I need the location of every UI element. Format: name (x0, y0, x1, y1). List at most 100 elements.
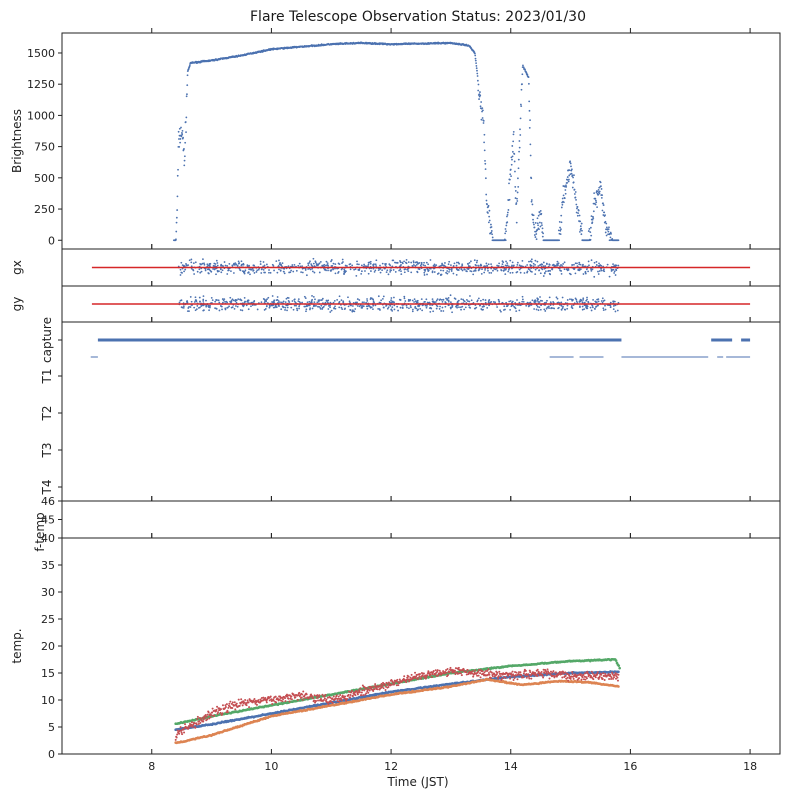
temp-series-3-point (211, 707, 214, 710)
gy-point (233, 308, 236, 310)
brightness-point (527, 82, 530, 85)
brightness-point (533, 223, 535, 226)
brightness-point (504, 239, 507, 242)
gy-point (250, 305, 252, 308)
gx-point (360, 272, 363, 275)
gy-point (253, 300, 256, 302)
gx-point (292, 270, 295, 273)
gx-point (319, 260, 322, 263)
brightness-point (598, 192, 601, 195)
brightness-point (184, 141, 187, 144)
gy-point (441, 306, 444, 309)
gy-point (305, 310, 307, 313)
brightness-point (536, 217, 539, 220)
gx-point (435, 264, 438, 267)
gx-point (218, 270, 220, 273)
gy-point (579, 305, 581, 308)
gx-point (323, 263, 326, 266)
gy-point (529, 301, 532, 304)
gx-point (615, 268, 617, 271)
brightness-point (477, 83, 480, 86)
gy-point (241, 309, 244, 312)
gx-point (242, 263, 245, 266)
gx-point (536, 260, 539, 263)
temp-series-0-point (614, 659, 618, 662)
gy-point (612, 305, 615, 307)
gy-point (414, 306, 416, 309)
gx-point (500, 269, 503, 271)
gy-point (178, 301, 181, 304)
gx-point (278, 259, 280, 262)
gy-point (478, 304, 481, 307)
brightness-point (185, 131, 187, 133)
brightness-point (178, 146, 181, 148)
brightness-point (605, 226, 608, 229)
temp-series-0-point (618, 666, 621, 670)
gx-point (312, 257, 315, 260)
temp-series-3-point (182, 728, 185, 731)
gy-point (544, 310, 547, 312)
gy-point (333, 299, 336, 302)
gy-point (515, 310, 518, 313)
gx-point (613, 272, 616, 274)
gx-point (453, 262, 456, 265)
brightness-point (560, 228, 562, 231)
brightness-point (491, 236, 494, 239)
gy-point (362, 305, 365, 308)
gy-point (476, 300, 479, 303)
gx-point (448, 268, 451, 271)
brightness-point (508, 198, 511, 201)
brightness-point (177, 168, 179, 171)
gy-point (351, 305, 354, 307)
gx-point (598, 262, 600, 265)
brightness-point (485, 199, 488, 202)
gx-point (597, 270, 599, 273)
gx-point (379, 264, 381, 267)
temp-series-3-point (183, 731, 186, 734)
brightness-point (534, 222, 537, 224)
gx-point (252, 269, 255, 272)
temp-series-3-point (174, 738, 177, 741)
gx-point (326, 264, 329, 266)
gx-point (556, 260, 559, 263)
brightness-point (516, 197, 518, 200)
gx-point (560, 273, 563, 275)
gx-point (410, 271, 413, 274)
gx-point (455, 273, 458, 276)
gy-point (546, 299, 548, 302)
brightness-point (576, 206, 579, 208)
brightness-point (511, 150, 514, 153)
gy-point (290, 306, 293, 309)
brightness-point (571, 186, 574, 189)
gy-point (286, 309, 288, 312)
gy-point (336, 298, 339, 301)
gy-point (423, 301, 426, 303)
gy-point (351, 310, 354, 313)
gy-point (494, 301, 497, 304)
gy-point (509, 300, 512, 302)
gy-point (282, 300, 285, 303)
gx-point (534, 273, 537, 276)
gy-point (274, 306, 276, 309)
gx-point (490, 272, 493, 274)
gy-point (442, 310, 445, 312)
gy-point (420, 298, 423, 301)
gy-point (363, 301, 365, 304)
gy-point (399, 299, 402, 301)
gy-point (537, 309, 540, 312)
gx-point (307, 262, 310, 265)
gy-point (214, 300, 217, 303)
brightness-point (596, 206, 598, 209)
gx-point (433, 271, 436, 273)
gy-point (391, 306, 394, 308)
gy-point (329, 306, 331, 309)
gy-point (596, 298, 599, 301)
brightness-point (590, 215, 593, 217)
brightness-point (477, 89, 480, 92)
gx-point (386, 269, 389, 272)
gx-point (603, 270, 606, 273)
brightness-point (514, 197, 517, 199)
gx-point (426, 268, 429, 271)
gy-point (189, 296, 192, 298)
